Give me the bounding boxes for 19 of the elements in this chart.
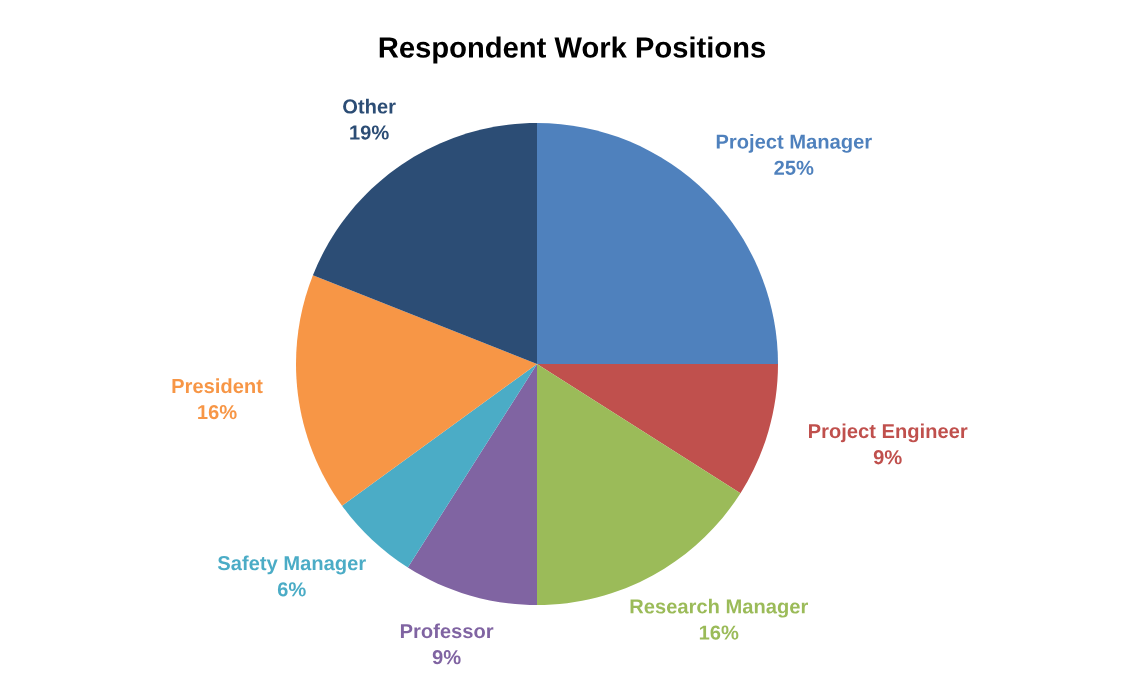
slice-label: Project Manager: [716, 133, 872, 153]
slice-label: Project Engineer: [809, 423, 968, 443]
pie-slice: [296, 275, 537, 506]
data-label: 9%: [873, 450, 902, 465]
chart-title: Respondent Work Positions: [379, 36, 766, 64]
data-label: 25%: [774, 160, 814, 175]
slice-label: Research Manager: [630, 598, 809, 618]
data-label: 6%: [277, 582, 306, 597]
data-label: 19%: [350, 125, 389, 140]
data-label: 9%: [432, 650, 461, 665]
data-label: 16%: [198, 404, 237, 420]
slice-label: Professor: [400, 623, 494, 639]
pie-slice: [537, 364, 778, 494]
pie-slice: [312, 123, 537, 364]
slice-label: Safety Manager: [217, 555, 366, 575]
slice-label: President: [172, 378, 263, 394]
data-label: 16%: [699, 625, 739, 640]
pie-slice: [407, 364, 537, 605]
slice-label: Other: [343, 98, 396, 114]
